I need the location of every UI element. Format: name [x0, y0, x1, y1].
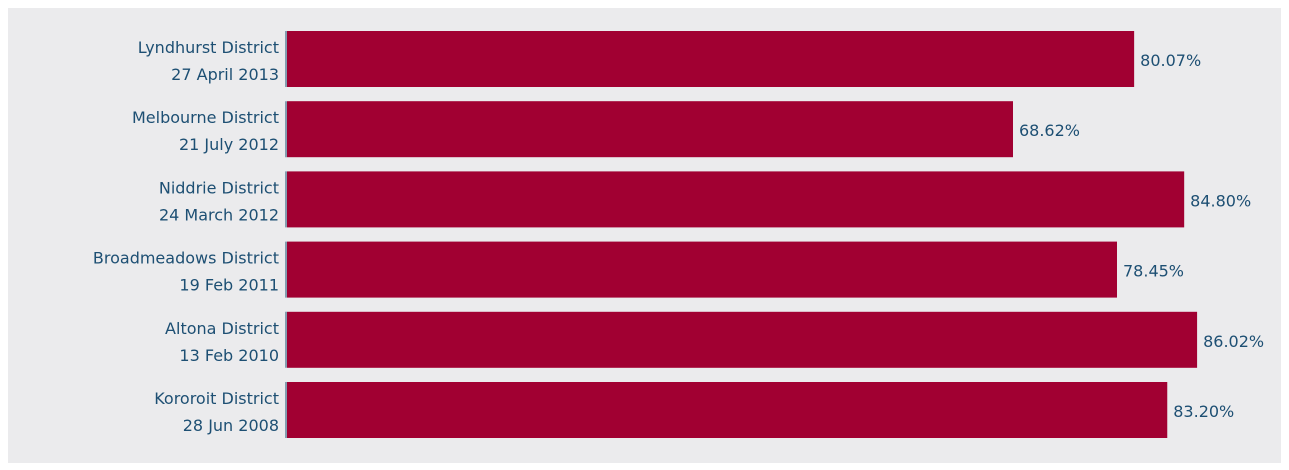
category-label-date-3: 19 Feb 2011: [179, 276, 279, 295]
category-label-name-3: Broadmeadows District: [93, 249, 279, 268]
category-label-date-2: 24 March 2012: [159, 205, 279, 224]
bars-layer: [286, 31, 1197, 438]
category-label-name-4: Altona District: [165, 319, 279, 338]
value-label-1: 68.62%: [1019, 121, 1080, 140]
value-label-5: 83.20%: [1173, 402, 1234, 421]
bar-4: [287, 312, 1197, 368]
category-label-name-1: Melbourne District: [132, 108, 279, 127]
value-label-4: 86.02%: [1203, 332, 1264, 351]
category-labels: Lyndhurst District 27 April 2013 Melbourne…: [93, 38, 279, 435]
category-label-name-5: Kororoit District: [154, 389, 279, 408]
category-label-date-0: 27 April 2013: [171, 65, 279, 84]
bar-0: [287, 31, 1134, 87]
value-label-0: 80.07%: [1140, 51, 1201, 70]
bar-5: [287, 382, 1167, 438]
category-label-date-5: 28 Jun 2008: [183, 416, 279, 435]
bar-2: [287, 171, 1184, 227]
bar-1: [287, 101, 1013, 157]
category-label-date-1: 21 July 2012: [179, 135, 279, 154]
value-label-2: 84.80%: [1190, 191, 1251, 210]
category-label-name-2: Niddrie District: [159, 178, 279, 197]
category-label-date-4: 13 Feb 2010: [179, 346, 279, 365]
bar-3: [287, 242, 1117, 298]
category-label-name-0: Lyndhurst District: [138, 38, 279, 57]
value-label-3: 78.45%: [1123, 262, 1184, 281]
